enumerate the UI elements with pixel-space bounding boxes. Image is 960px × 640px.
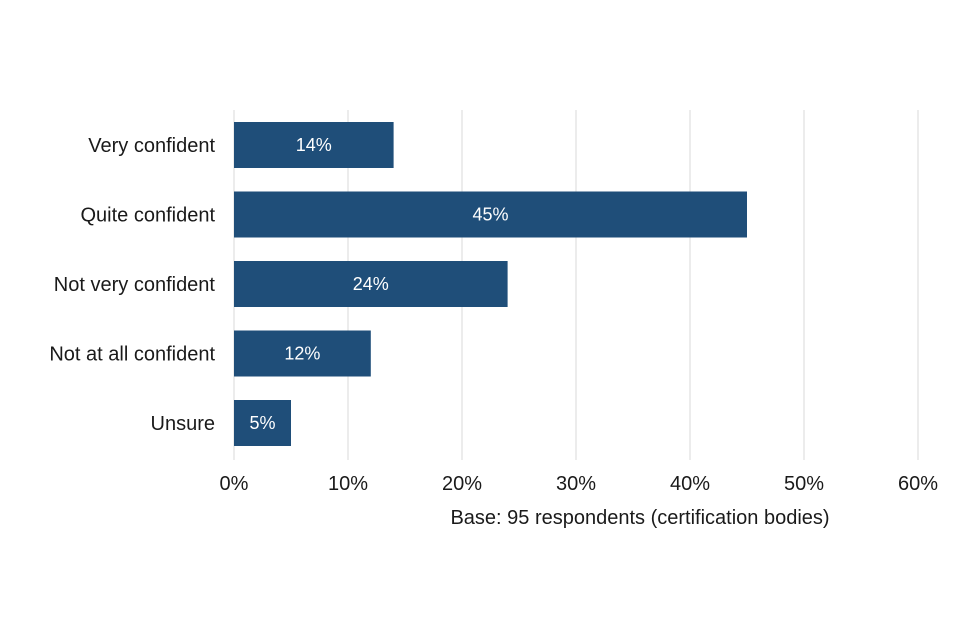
bar-value-label: 24%: [353, 274, 389, 294]
bar-value-label: 5%: [249, 413, 275, 433]
category-label: Not very confident: [54, 274, 216, 296]
bar-value-label: 45%: [472, 205, 508, 225]
bar: [234, 261, 508, 307]
bar: [234, 330, 371, 377]
x-tick-label: 0%: [220, 473, 249, 495]
category-label: Very confident: [88, 135, 215, 157]
x-axis-title: Base: 95 respondents (certification bodi…: [450, 507, 829, 529]
category-label: Unsure: [151, 413, 215, 435]
x-tick-label: 20%: [442, 473, 482, 495]
bar: [234, 122, 394, 168]
x-tick-label: 10%: [328, 473, 368, 495]
x-tick-label: 50%: [784, 473, 824, 495]
category-label: Not at all confident: [49, 344, 215, 366]
x-tick-label: 30%: [556, 473, 596, 495]
category-labels: Very confident Quite confident Not very co…: [49, 135, 215, 435]
bar-value-label: 12%: [284, 344, 320, 364]
category-label: Quite confident: [80, 205, 215, 227]
bar: [234, 400, 291, 446]
x-tick-label: 60%: [898, 473, 938, 495]
bar: [234, 191, 747, 238]
bars: 14% 45% 24% 12% 5%: [234, 122, 747, 446]
x-tick-labels: 0% 10% 20% 30% 40% 50% 60%: [220, 473, 939, 495]
x-tick-label: 40%: [670, 473, 710, 495]
bar-value-label: 14%: [296, 135, 332, 155]
